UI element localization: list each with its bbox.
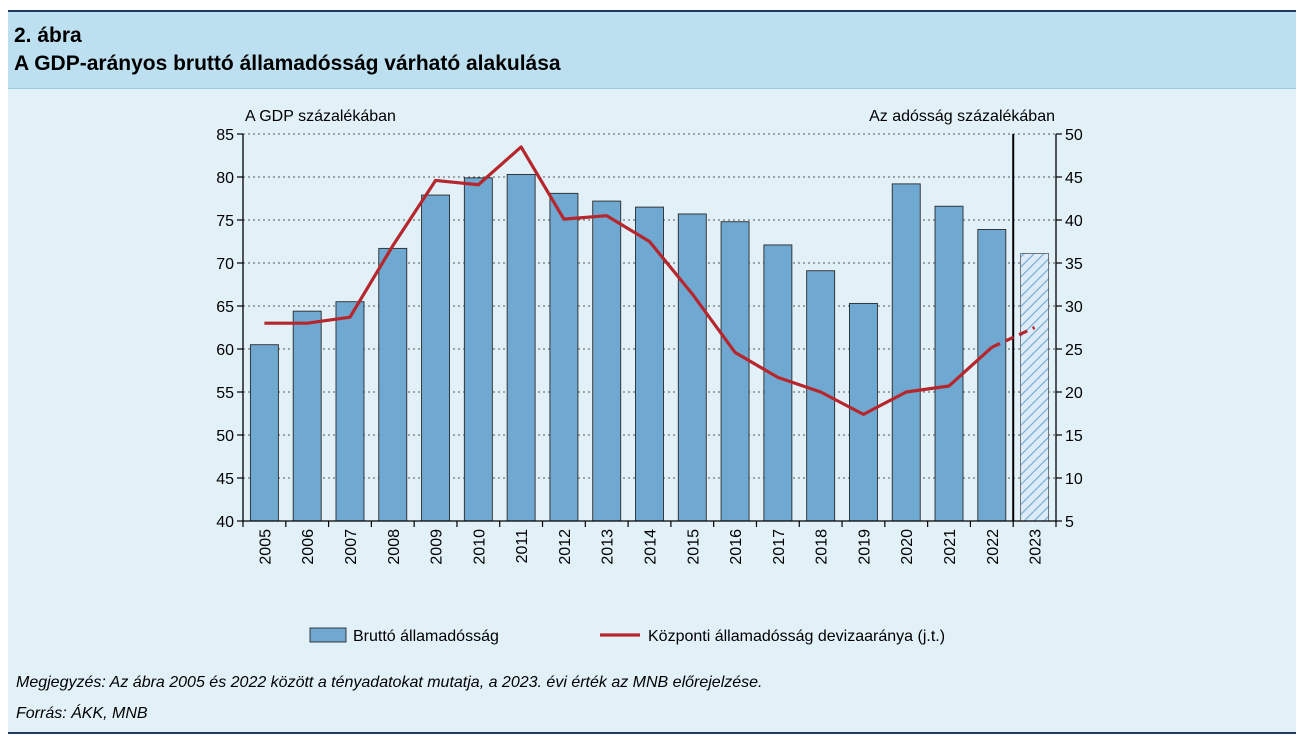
figure-title: A GDP-arányos bruttó államadósság várhat… (14, 52, 561, 75)
bar-2021 (934, 205, 964, 522)
right-tick-label: 15 (1065, 428, 1083, 445)
left-tick-label: 55 (216, 385, 234, 402)
bar-2012 (549, 192, 579, 522)
bar-2010 (463, 177, 493, 522)
figure-source: Forrás: ÁKK, MNB (16, 705, 148, 722)
right-tick-label: 5 (1065, 514, 1074, 531)
bar-2016 (720, 221, 750, 522)
x-tick-label: 2015 (685, 529, 702, 565)
left-axis-label: A GDP százalékában (245, 108, 396, 125)
x-tick-label: 2021 (942, 529, 959, 565)
line-actual (264, 145, 993, 416)
axes: 40 45 50 55 60 65 70 75 80 85 5 10 15 20 25 30 35 40 45 50 2… (216, 127, 1083, 565)
x-tick-label: 2014 (643, 529, 660, 565)
left-tick-label: 85 (216, 127, 234, 144)
bar-2008 (378, 247, 408, 522)
x-tick-label: 2006 (300, 529, 317, 565)
left-tick-label: 45 (216, 471, 234, 488)
x-tick-label: 2022 (985, 529, 1002, 565)
right-tick-label: 35 (1065, 256, 1083, 273)
right-tick-label: 30 (1065, 299, 1083, 316)
bar-2023 (1020, 253, 1049, 522)
right-tick-label: 40 (1065, 213, 1083, 230)
x-tick-label: 2009 (429, 529, 446, 565)
x-tick-label: 2019 (856, 529, 873, 565)
x-tick-label: 2016 (728, 529, 745, 565)
legend-label-bars: Bruttó államadósság (353, 628, 499, 645)
line-forecast (991, 326, 1036, 349)
left-tick-label: 60 (216, 342, 234, 359)
x-tick-label: 2011 (514, 529, 531, 564)
left-tick-label: 80 (216, 170, 234, 187)
legend-label-line: Központi államadósság devizaaránya (j.t.… (648, 628, 945, 645)
bar-2019 (848, 302, 878, 522)
right-axis-label: Az adósság százalékában (869, 108, 1055, 125)
x-tick-label: 2013 (600, 529, 617, 565)
left-tick-label: 50 (216, 428, 234, 445)
bar-2014 (635, 206, 664, 522)
bar-2009 (421, 194, 451, 522)
left-tick-label: 70 (216, 256, 234, 273)
x-tick-label: 2005 (257, 529, 274, 565)
figure-number: 2. ábra (14, 24, 82, 47)
bar-2007 (335, 301, 365, 522)
x-tick-label: 2008 (386, 529, 403, 565)
right-tick-label: 50 (1065, 127, 1083, 144)
x-tick-label: 2007 (343, 529, 360, 565)
figure-header: 2. ábra A GDP-arányos bruttó államadóssá… (8, 12, 1296, 89)
bar-2020 (891, 183, 921, 522)
left-tick-label: 75 (216, 213, 234, 230)
right-tick-label: 25 (1065, 342, 1083, 359)
legend-swatch-bars (309, 627, 347, 643)
x-tick-label: 2010 (471, 529, 488, 565)
figure-note: Megjegyzés: Az ábra 2005 és 2022 között … (16, 674, 763, 691)
left-tick-label: 40 (216, 514, 234, 531)
legend: Bruttó államadósság Központi államadósság… (309, 627, 945, 645)
x-tick-label: 2017 (771, 529, 788, 565)
bar-2013 (592, 200, 622, 522)
left-tick-label: 65 (216, 299, 234, 316)
bar-2022 (977, 229, 1007, 522)
right-tick-label: 10 (1065, 471, 1083, 488)
bar-2017 (763, 244, 793, 522)
right-tick-label: 45 (1065, 170, 1083, 187)
bar-2015 (677, 213, 707, 522)
bar-series (249, 173, 1049, 522)
bar-2011 (506, 173, 536, 522)
x-tick-label: 2023 (1028, 529, 1045, 565)
line-series (264, 145, 1036, 416)
x-tick-label: 2012 (557, 529, 574, 565)
x-tick-label: 2020 (899, 529, 916, 565)
bar-2006 (292, 310, 322, 522)
right-tick-label: 20 (1065, 385, 1083, 402)
x-tick-label: 2018 (814, 529, 831, 565)
bar-2005 (249, 344, 279, 522)
figure-panel: 2. ábra A GDP-arányos bruttó államadóssá… (8, 10, 1296, 734)
